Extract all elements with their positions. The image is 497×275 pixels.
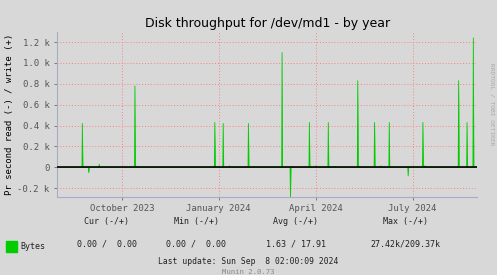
Text: Last update: Sun Sep  8 02:00:09 2024: Last update: Sun Sep 8 02:00:09 2024 — [159, 257, 338, 266]
Title: Disk throughput for /dev/md1 - by year: Disk throughput for /dev/md1 - by year — [145, 17, 390, 31]
Y-axis label: Pr second read (-) / write (+): Pr second read (-) / write (+) — [5, 34, 14, 195]
Text: Min (-/+): Min (-/+) — [174, 217, 219, 226]
Text: Avg (-/+): Avg (-/+) — [273, 217, 318, 226]
Text: 0.00 /  0.00: 0.00 / 0.00 — [77, 239, 137, 248]
Text: 0.00 /  0.00: 0.00 / 0.00 — [166, 239, 226, 248]
Text: Munin 2.0.73: Munin 2.0.73 — [222, 269, 275, 275]
Text: 27.42k/209.37k: 27.42k/209.37k — [370, 239, 440, 248]
Text: 1.63 / 17.91: 1.63 / 17.91 — [266, 239, 326, 248]
Text: Max (-/+): Max (-/+) — [383, 217, 427, 226]
Text: Bytes: Bytes — [21, 242, 46, 251]
Text: RRDTOOL / TOBI OETIKER: RRDTOOL / TOBI OETIKER — [490, 63, 495, 146]
Text: Cur (-/+): Cur (-/+) — [84, 217, 129, 226]
